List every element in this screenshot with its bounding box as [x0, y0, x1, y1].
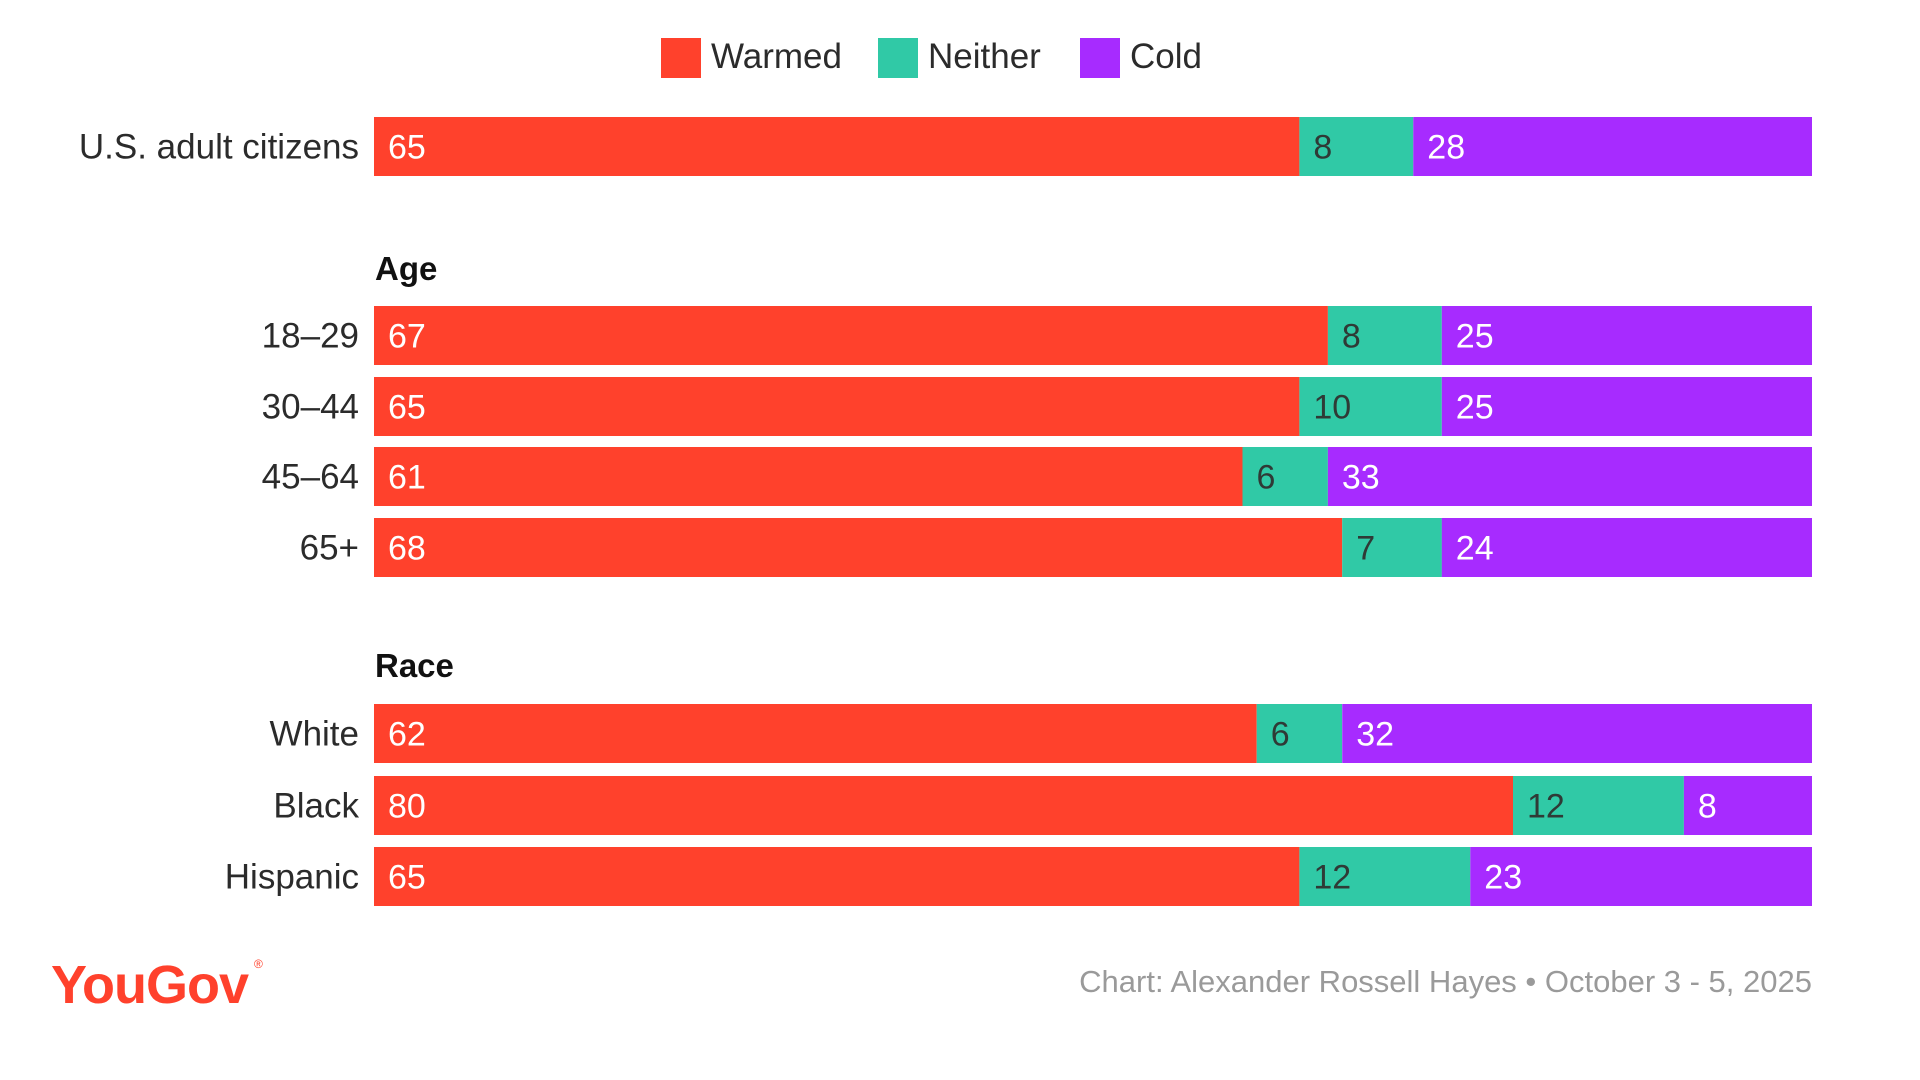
value-label-45-64-neither: 6: [1257, 459, 1276, 497]
value-label-18-29-neither: 8: [1342, 318, 1361, 356]
bar-white-neither: [1256, 704, 1343, 763]
value-label-30-44-cold: 25: [1456, 389, 1494, 427]
value-label-45-64-cold: 33: [1342, 459, 1380, 497]
bar-hispanic-neither: [1299, 847, 1471, 906]
legend-swatch-neither: [878, 38, 918, 78]
value-label-black-cold: 8: [1698, 788, 1717, 826]
bar-65-neither: [1342, 518, 1442, 577]
row-label-65: 65+: [300, 529, 359, 568]
chart-credit: Chart: Alexander Rossell Hayes • October…: [1079, 964, 1812, 999]
bar-u-s-adult-citizens-warmed: [374, 117, 1300, 176]
value-label-white-neither: 6: [1271, 716, 1290, 754]
bar-white-cold: [1342, 704, 1812, 763]
bar-u-s-adult-citizens-cold: [1413, 117, 1812, 176]
bar-u-s-adult-citizens-neither: [1299, 117, 1414, 176]
bar-45-64-neither: [1242, 447, 1328, 506]
bar-65-warmed: [374, 518, 1343, 577]
bar-hispanic-cold: [1470, 847, 1812, 906]
value-label-hispanic-warmed: 65: [388, 859, 426, 897]
bar-18-29-warmed: [374, 306, 1328, 365]
legend-swatch-cold: [1080, 38, 1120, 78]
yougov-logo-registered-mark: ®: [254, 957, 263, 971]
value-label-65-cold: 24: [1456, 530, 1494, 568]
bar-hispanic-warmed: [374, 847, 1300, 906]
value-label-hispanic-neither: 12: [1313, 859, 1351, 897]
value-label-u-s-adult-citizens-warmed: 65: [388, 129, 426, 167]
row-label-black: Black: [273, 787, 359, 826]
value-label-30-44-warmed: 65: [388, 389, 426, 427]
row-label-45-64: 45–64: [262, 458, 359, 497]
row-label-u-s-adult-citizens: U.S. adult citizens: [79, 128, 359, 167]
value-label-18-29-warmed: 67: [388, 318, 426, 356]
chart-legend: Warmed Neither Cold: [661, 37, 1202, 78]
value-label-hispanic-cold: 23: [1484, 859, 1522, 897]
legend-label-neither: Neither: [928, 37, 1041, 76]
value-label-white-cold: 32: [1356, 716, 1394, 754]
row-label-white: White: [270, 715, 359, 754]
value-label-30-44-neither: 10: [1313, 389, 1351, 427]
legend-swatch-warmed: [661, 38, 701, 78]
legend-label-warmed: Warmed: [711, 37, 842, 76]
yougov-logo: YouGov: [51, 955, 249, 1015]
value-label-black-neither: 12: [1527, 788, 1565, 826]
bar-30-44-neither: [1299, 377, 1442, 436]
bar-45-64-cold: [1327, 447, 1812, 506]
bar-18-29-neither: [1327, 306, 1442, 365]
row-label-30-44: 30–44: [262, 388, 359, 427]
value-label-u-s-adult-citizens-neither: 8: [1313, 129, 1332, 167]
group-headers: Age Race: [375, 250, 454, 684]
bar-black-cold: [1683, 776, 1812, 835]
value-label-u-s-adult-citizens-cold: 28: [1427, 129, 1465, 167]
bar-65-cold: [1441, 518, 1812, 577]
value-label-black-warmed: 80: [388, 788, 426, 826]
row-label-hispanic: Hispanic: [225, 858, 359, 897]
bar-white-warmed: [374, 704, 1257, 763]
group-header-race: Race: [375, 647, 454, 684]
bar-segments: [374, 117, 1812, 906]
bar-30-44-cold: [1441, 377, 1812, 436]
legend-label-cold: Cold: [1130, 37, 1202, 76]
group-header-age: Age: [375, 250, 437, 287]
row-labels: U.S. adult citizens 18–29 30–44 45–64 65+ Whi…: [79, 128, 360, 897]
bar-black-warmed: [374, 776, 1513, 835]
bar-45-64-warmed: [374, 447, 1243, 506]
bar-black-neither: [1513, 776, 1684, 835]
value-label-65-warmed: 68: [388, 530, 426, 568]
value-label-18-29-cold: 25: [1456, 318, 1494, 356]
value-label-45-64-warmed: 61: [388, 459, 426, 497]
value-label-white-warmed: 62: [388, 716, 426, 754]
row-label-18-29: 18–29: [262, 317, 359, 356]
value-label-65-neither: 7: [1356, 530, 1375, 568]
bar-18-29-cold: [1441, 306, 1812, 365]
bar-30-44-warmed: [374, 377, 1300, 436]
